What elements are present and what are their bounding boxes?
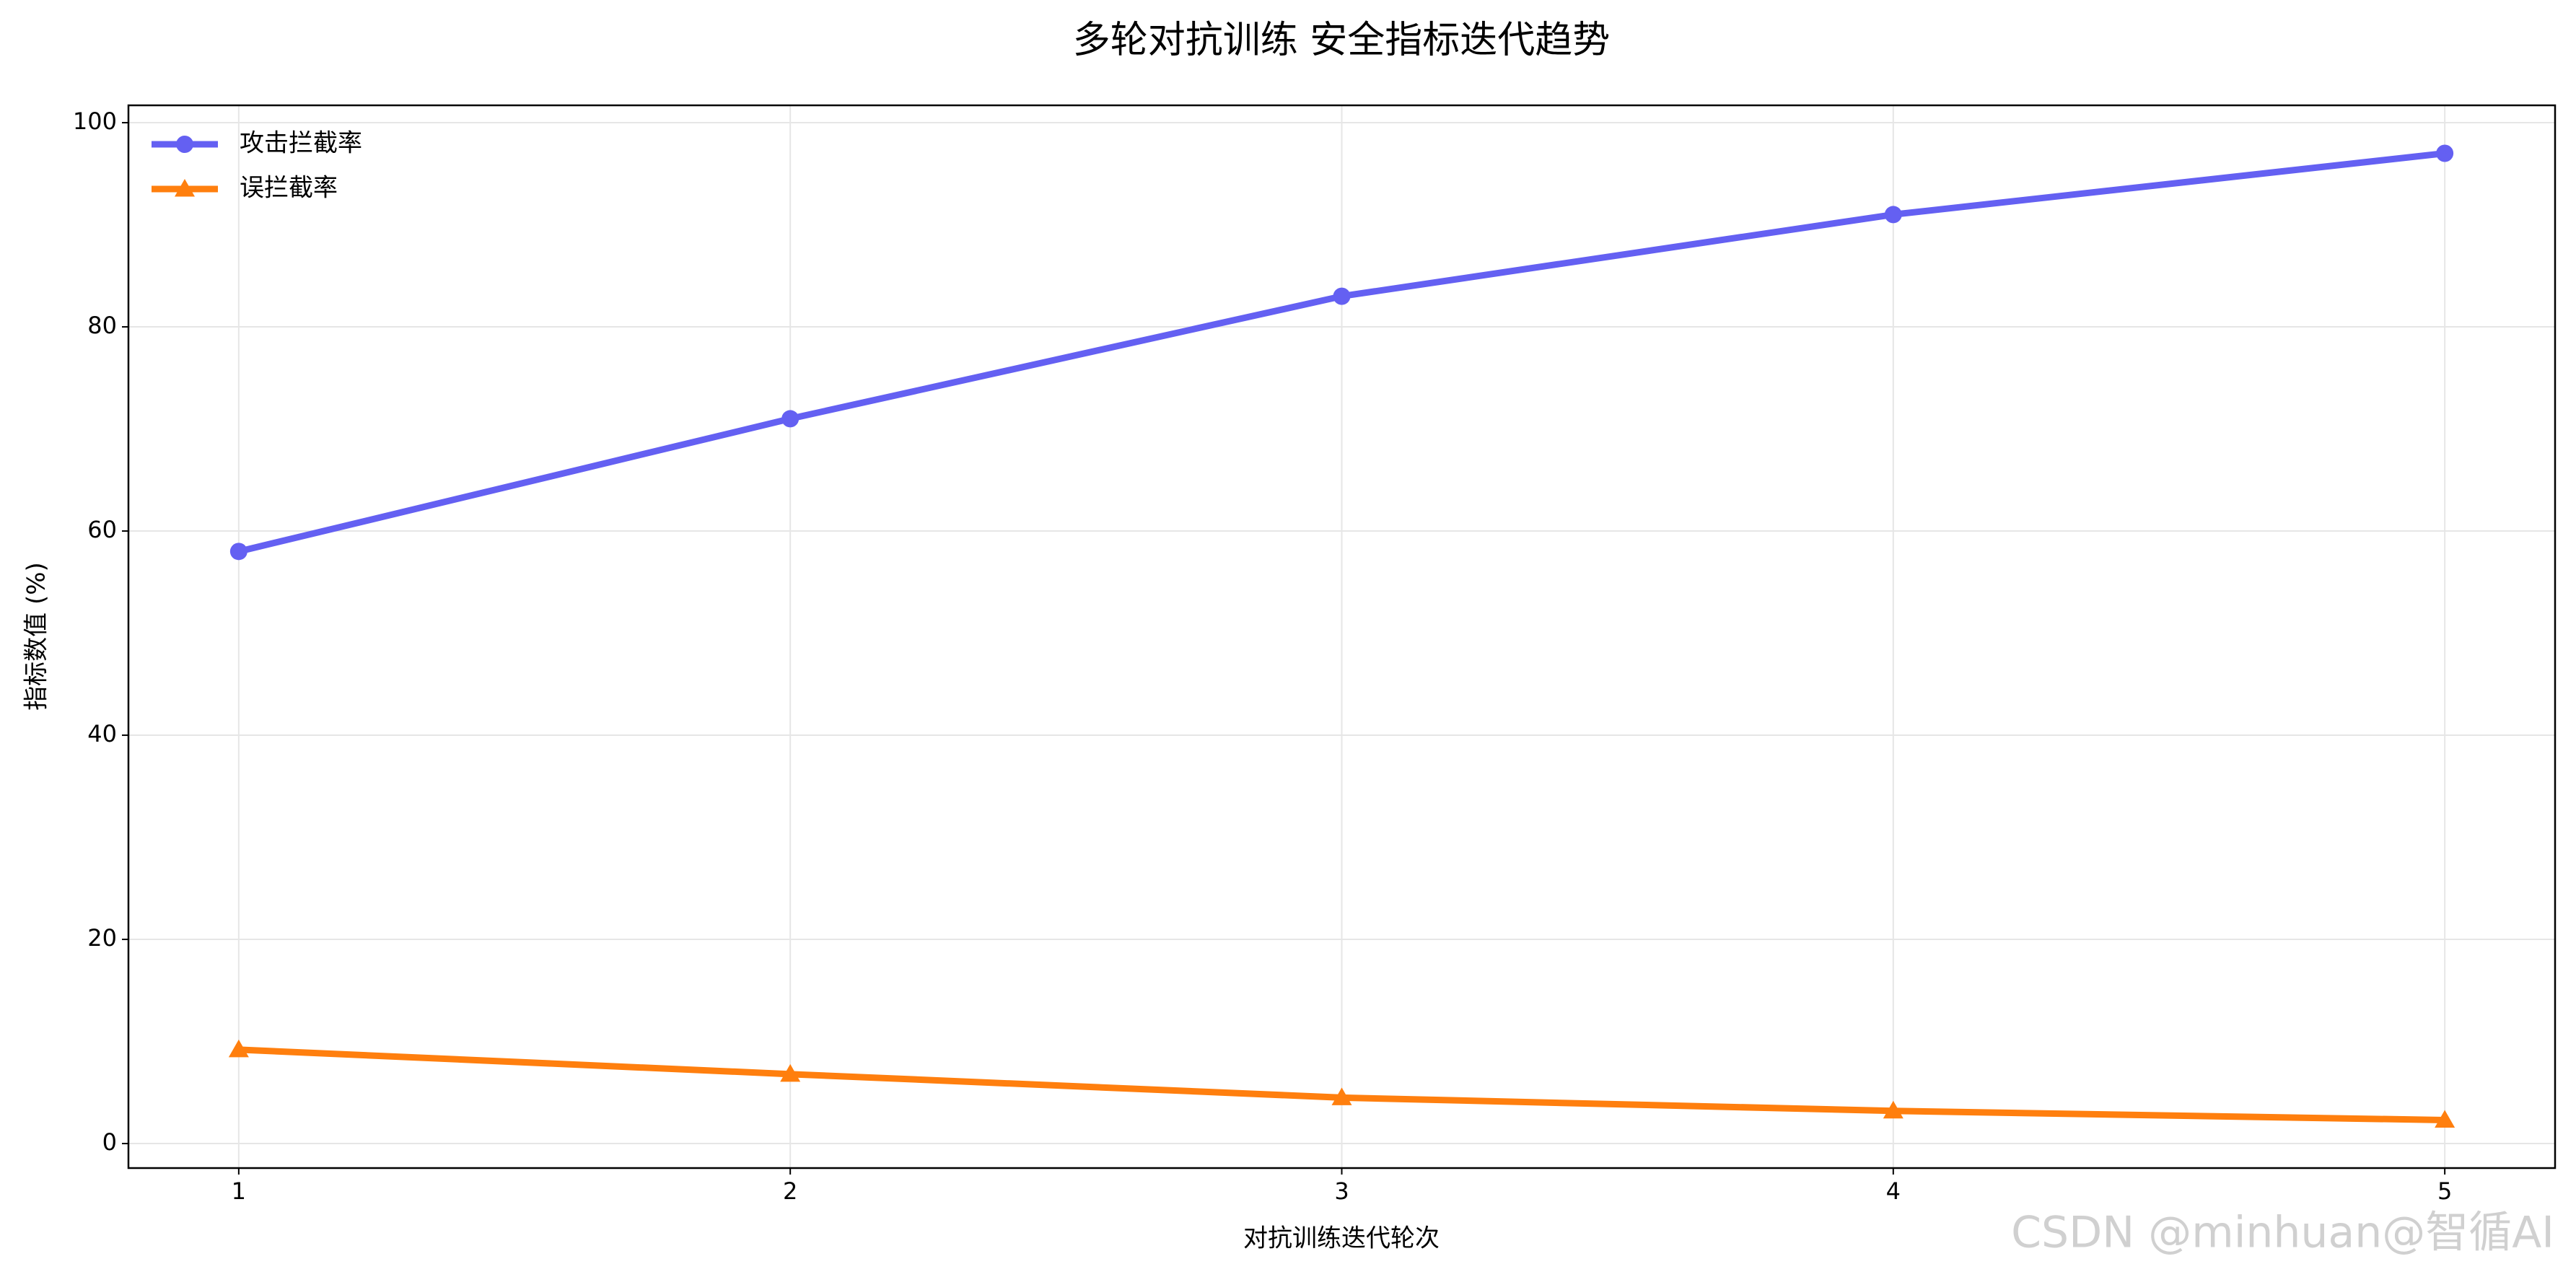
marker <box>2435 1110 2455 1128</box>
plot-frame <box>127 104 2557 1170</box>
y-tick-label: 100 <box>73 107 117 135</box>
marker <box>780 1063 801 1082</box>
y-tick-label: 0 <box>102 1128 117 1156</box>
y-axis-label: 指标数值 (%) <box>22 562 51 711</box>
x-axis-label: 对抗训练迭代轮次 <box>1243 1224 1440 1253</box>
marker <box>1883 1100 1903 1119</box>
x-tick-label: 5 <box>2437 1177 2452 1205</box>
marker <box>1331 1087 1352 1105</box>
y-tick-label: 20 <box>87 924 117 952</box>
watermark: CSDN @minhuan@智循AI <box>2011 1208 2554 1258</box>
marker <box>781 410 799 428</box>
legend-marker <box>176 136 193 153</box>
x-tick-label: 2 <box>783 1177 797 1205</box>
marker <box>229 543 247 561</box>
x-tick-label: 1 <box>232 1177 246 1205</box>
chart-title: 多轮对抗训练 安全指标迭代趋势 <box>1073 19 1611 62</box>
legend-marker <box>175 179 195 197</box>
marker <box>2436 144 2454 162</box>
y-tick-label: 40 <box>87 720 117 747</box>
marker <box>1884 206 1902 224</box>
marker <box>1333 287 1351 305</box>
x-tick-label: 3 <box>1334 1177 1349 1205</box>
y-tick-label: 80 <box>87 312 117 339</box>
x-tick-label: 4 <box>1886 1177 1901 1205</box>
y-tick-label: 60 <box>87 516 117 543</box>
legend-label: 误拦截率 <box>240 174 338 203</box>
marker <box>228 1039 249 1058</box>
legend-label: 攻击拦截率 <box>240 129 362 158</box>
